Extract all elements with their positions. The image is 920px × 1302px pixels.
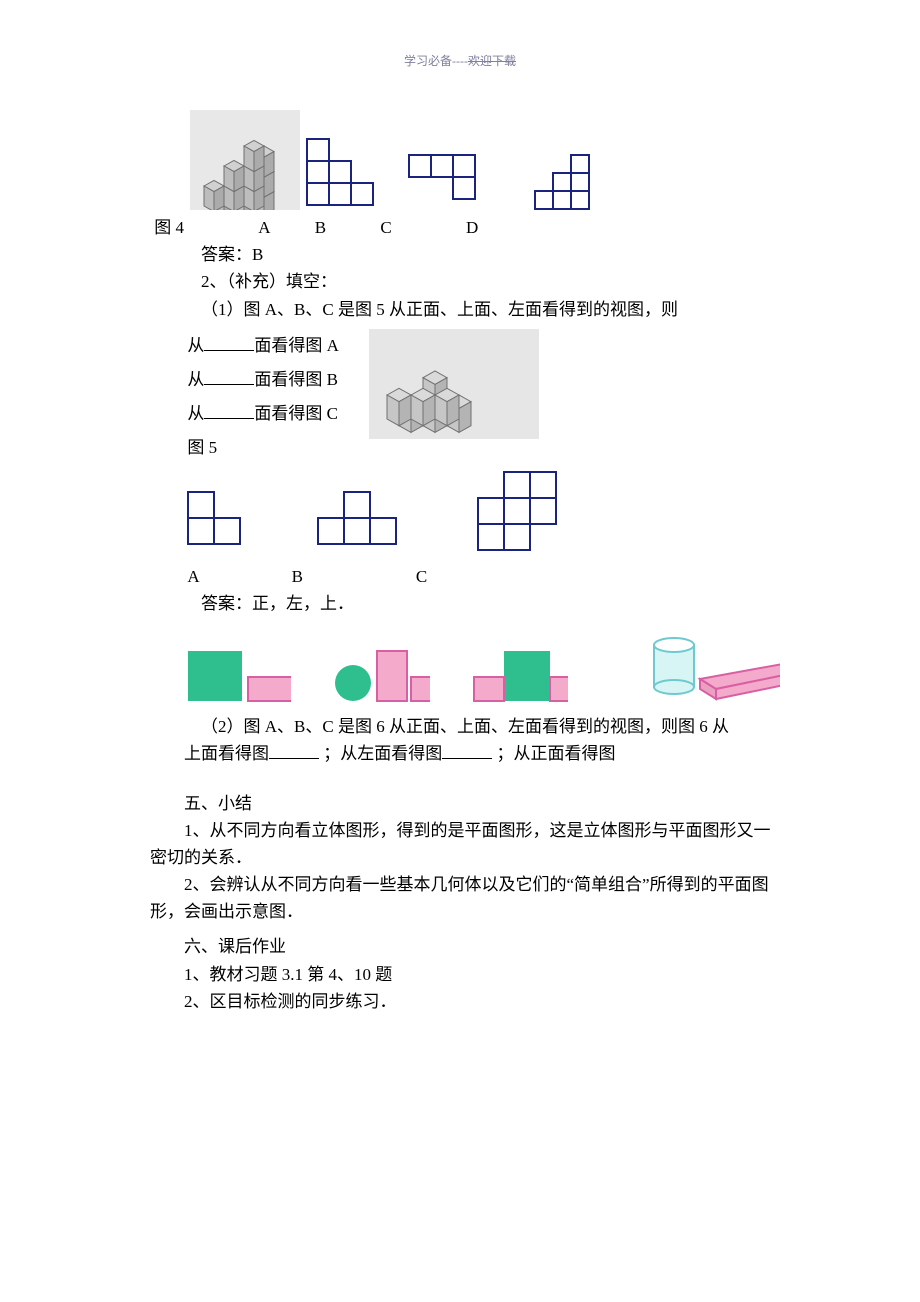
fig4-choice-b <box>408 154 504 210</box>
q2-intro: 2、（补充）填空： <box>150 268 780 295</box>
q2-p2a: （2）图 A、B、C 是图 6 从正面、上面、左面看得到的视图，则图 6 从 <box>150 713 780 740</box>
fig4-choice-a <box>306 138 378 210</box>
fig4-choice-c <box>534 154 630 210</box>
sec6-p2: 2、区目标检测的同步练习． <box>150 988 780 1015</box>
fig5-views <box>187 471 780 561</box>
blank-c <box>204 401 254 419</box>
shape-group-4 <box>648 633 780 703</box>
sec5-p2: 2、会辨认从不同方向看一些基本几何体以及它们的“简单组合”所得到的平面图形，会画… <box>150 871 780 925</box>
q2-p2b: 上面看得图 ；从左面看得图 ；从正面看得图 <box>150 740 780 767</box>
blank-top <box>269 741 319 759</box>
shape-group-3 <box>470 647 569 703</box>
fig4-3d-cubes <box>190 110 300 210</box>
fig4-answer: 答案：B <box>150 241 780 268</box>
fig4-labels: 图 4 A B C D <box>150 214 780 241</box>
header-watermark: 学习必备----欢迎下载 <box>0 52 920 71</box>
fig5-choice-labels: A B C <box>187 563 780 590</box>
sec5-p1: 1、从不同方向看立体图形，得到的是平面图形，这是立体图形与平面图形又一密切的关系… <box>150 817 780 871</box>
sec6-p1: 1、教材习题 3.1 第 4、10 题 <box>150 961 780 988</box>
colored-shapes-row <box>184 633 780 703</box>
fig5-3d-cubes <box>369 329 539 439</box>
shape-group-1 <box>184 647 291 703</box>
fig5-view-a <box>187 491 277 561</box>
fig5-answer: 答案：正，左，上． <box>150 590 780 617</box>
q2-p1: （1）图 A、B、C 是图 5 从正面、上面、左面看得到的视图，则 <box>150 296 780 323</box>
fig5-view-b <box>317 491 437 561</box>
blank-left <box>442 741 492 759</box>
blank-a <box>204 333 254 351</box>
sec5-title: 五、小结 <box>150 790 780 817</box>
q2-fill-block: 从面看得图 A 从面看得图 B 从面看得图 C 图 5 <box>187 329 780 465</box>
blank-b <box>204 367 254 385</box>
shape-group-2 <box>331 647 430 703</box>
sec6-title: 六、课后作业 <box>150 933 780 960</box>
fig5-view-c <box>477 471 597 561</box>
figure4-row <box>190 110 780 210</box>
